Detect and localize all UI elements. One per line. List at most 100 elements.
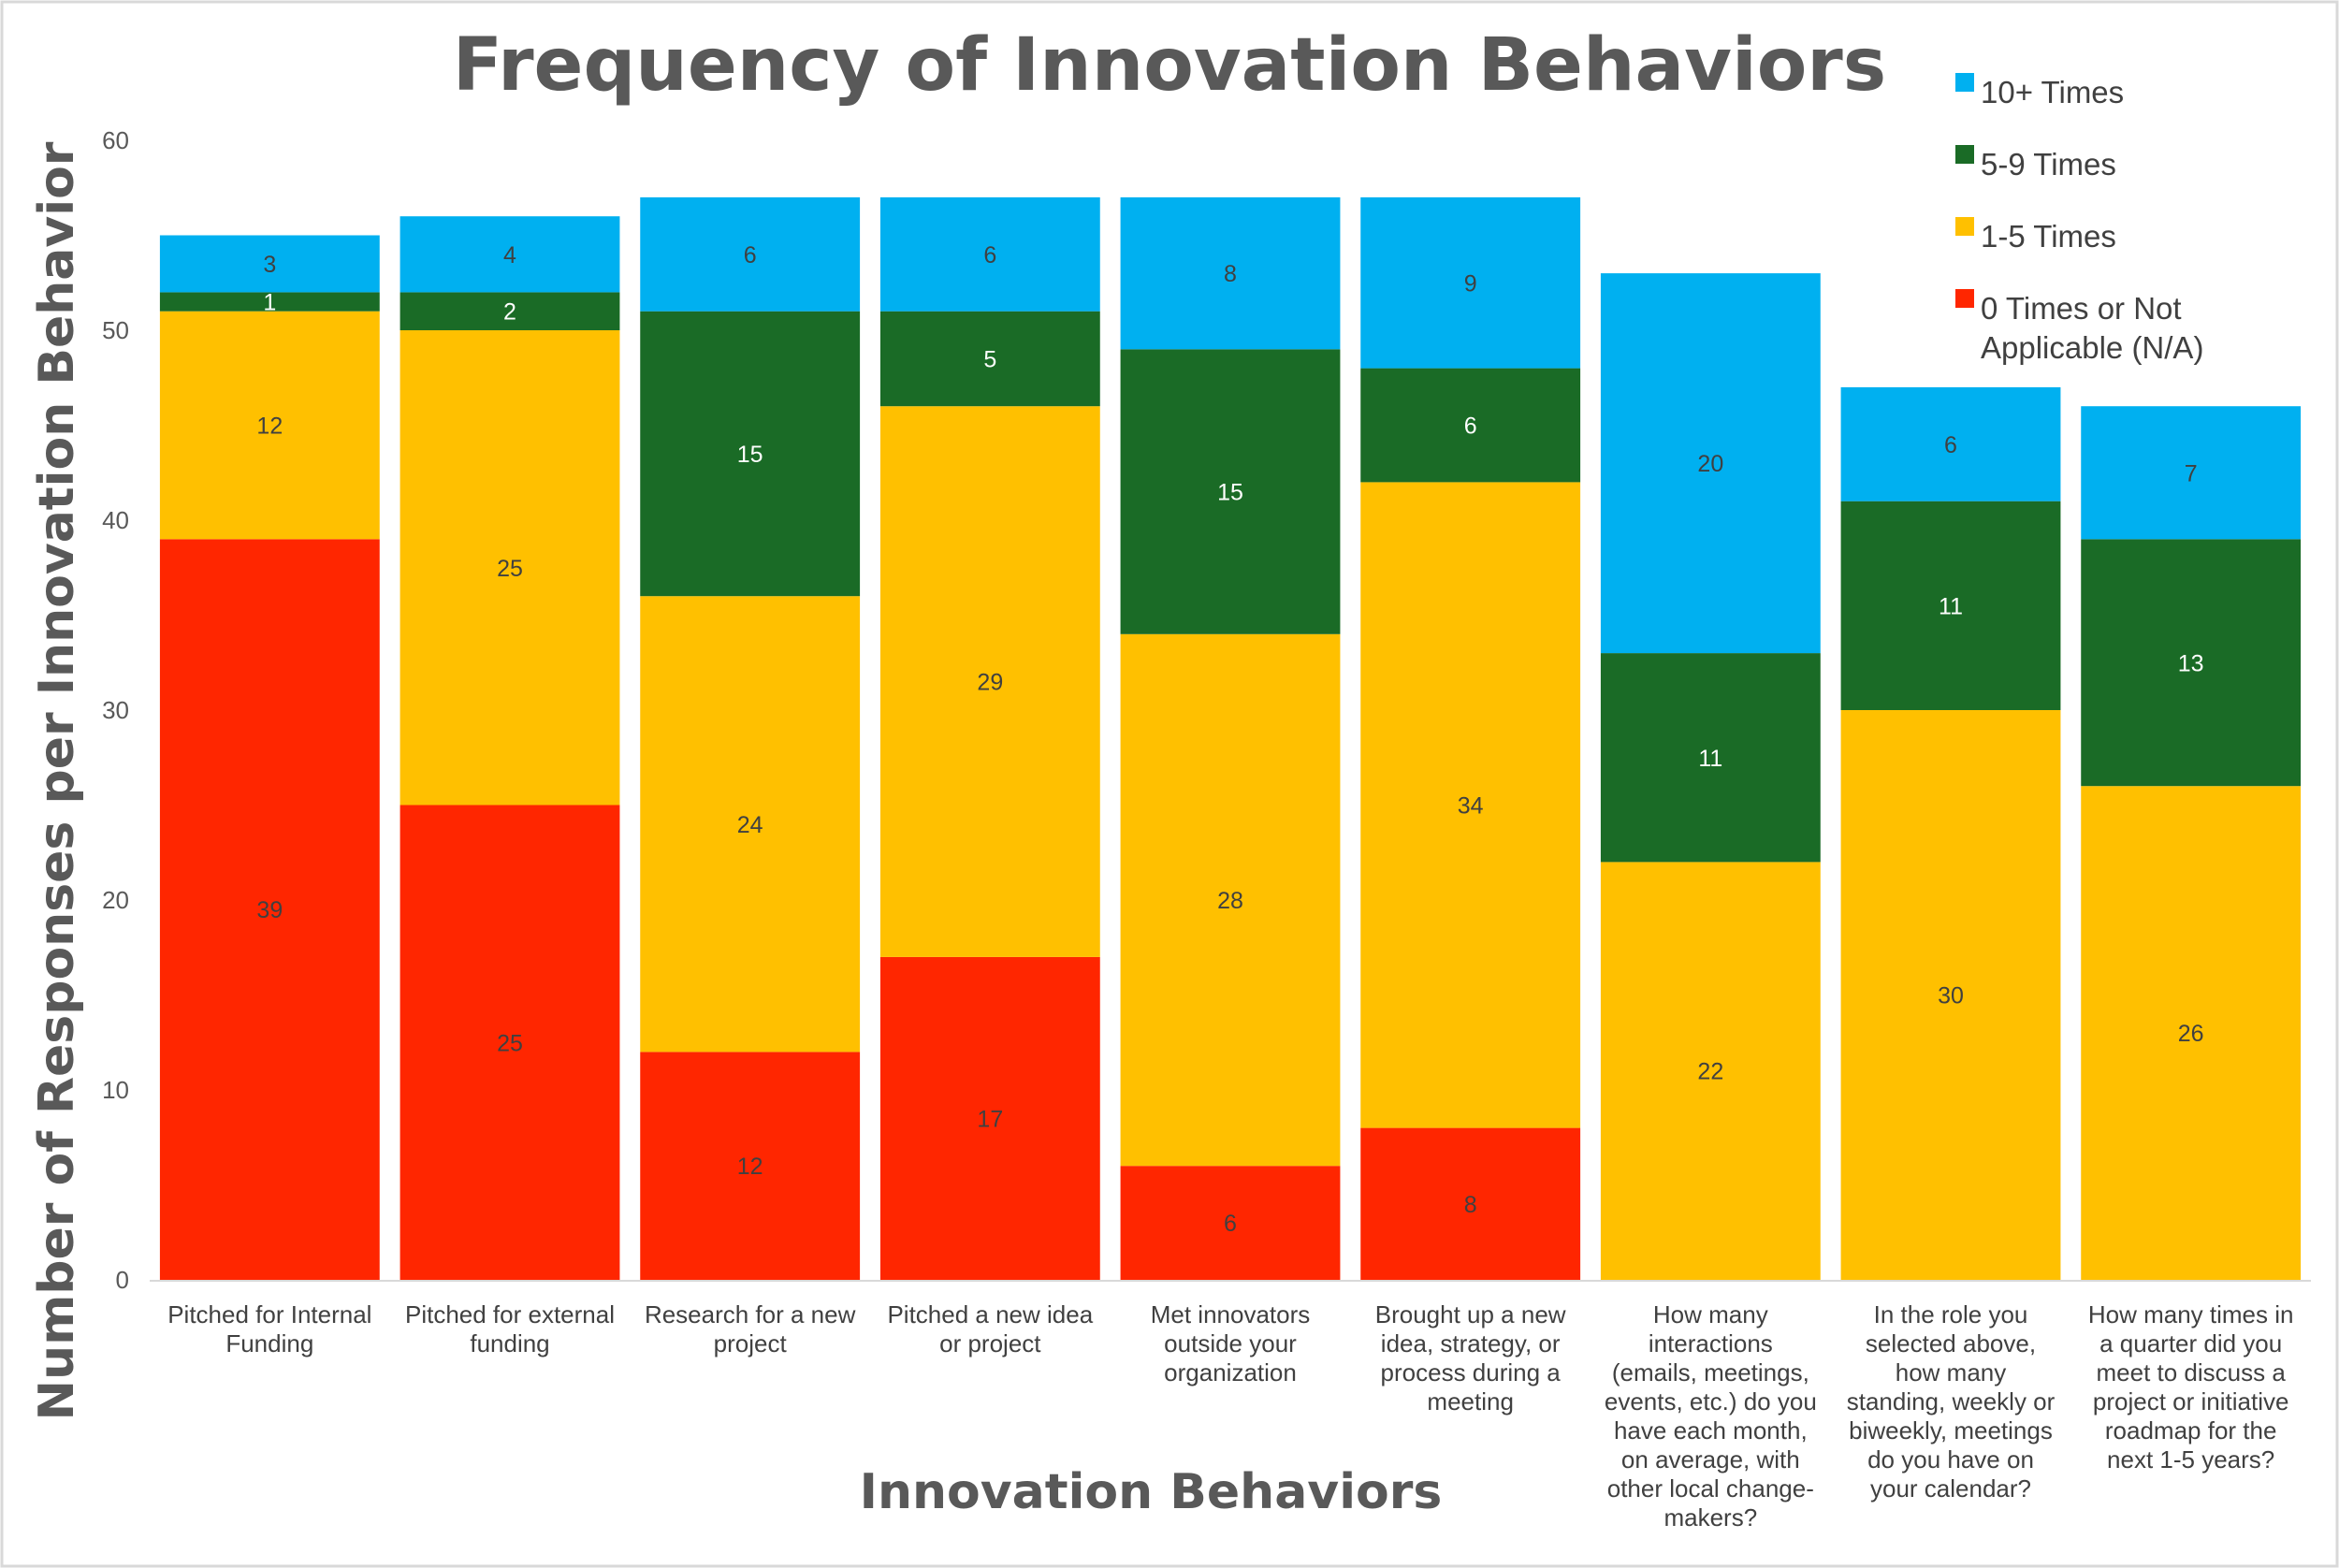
category-label-line: organization: [1164, 1358, 1297, 1387]
legend-label: 10+ Times: [1981, 75, 2124, 109]
category-label-line: other local change-: [1607, 1474, 1814, 1503]
y-axis-title: Number of Responses per Innovation Behav…: [29, 141, 85, 1420]
category-label-line: do you have on: [1867, 1445, 2034, 1474]
data-label: 25: [497, 556, 523, 582]
y-tick-label: 50: [102, 316, 129, 344]
data-label: 12: [737, 1154, 763, 1180]
category-label-line: standing, weekly or: [1847, 1387, 2056, 1416]
data-label: 8: [1464, 1192, 1477, 1218]
data-label: 15: [1217, 480, 1243, 506]
y-tick-label: 0: [116, 1266, 129, 1294]
data-label: 13: [2178, 650, 2204, 676]
category-label-line: Research for a new: [645, 1300, 856, 1328]
bar-segment: [1600, 273, 1821, 654]
category-label-line: funding: [470, 1329, 549, 1357]
bar-segment: [1120, 633, 1341, 1167]
category-label-line: events, etc.) do you: [1605, 1387, 1817, 1416]
bar-stack: 22 11 20: [1600, 273, 1821, 1280]
y-tick-label: 20: [102, 886, 129, 914]
legend-swatch: [1955, 217, 1974, 236]
category-label-line: How many times in: [2088, 1300, 2294, 1328]
bar-stack: 12 24 15 6: [640, 196, 861, 1280]
data-label: 26: [2178, 1021, 2204, 1047]
data-label: 6: [983, 242, 996, 269]
category-label-line: Pitched for Internal: [167, 1300, 371, 1328]
y-tick-label: 30: [102, 696, 129, 724]
data-label: 6: [1944, 432, 1957, 458]
bar-segment: [400, 330, 620, 806]
data-label: 4: [503, 242, 516, 269]
legend-swatch: [1955, 289, 1974, 308]
bar-segment: [159, 235, 380, 293]
bar-segment: [879, 196, 1100, 312]
data-label: 34: [1458, 793, 1484, 820]
y-tick-label: 60: [102, 126, 129, 154]
legend-swatch: [1955, 73, 1974, 92]
bar-segment: [400, 216, 620, 293]
chart-title: Frequency of Innovation Behaviors: [453, 23, 1886, 108]
category-label-line: How many: [1653, 1300, 1768, 1328]
y-tick-label: 10: [102, 1076, 129, 1104]
data-label: 7: [2185, 460, 2198, 486]
bar-segment: [1600, 653, 1821, 863]
data-label: 15: [737, 442, 763, 468]
bar-segment: [2081, 539, 2302, 787]
data-label: 6: [1464, 414, 1477, 440]
legend-label: Applicable (N/A): [1981, 330, 2203, 365]
data-label: 5: [983, 346, 996, 372]
category-label-line: selected above,: [1866, 1329, 2036, 1357]
data-label: 6: [744, 242, 757, 269]
data-label: 25: [497, 1030, 523, 1056]
legend-label: 5-9 Times: [1981, 147, 2116, 181]
bar-segment: [640, 196, 861, 312]
data-label: 20: [1697, 451, 1723, 477]
legend: 10+ Times 5-9 Times 1-5 Times 0 Times or No…: [1955, 73, 2203, 365]
bar-stack: 39 12 1 3: [159, 235, 380, 1280]
category-label-line: makers?: [1663, 1503, 1757, 1532]
category-label-line: (emails, meetings,: [1612, 1358, 1809, 1387]
bar-segment: [400, 292, 620, 330]
bar-segment: [400, 805, 620, 1280]
data-label: 11: [1939, 593, 1963, 619]
data-label: 11: [1698, 746, 1722, 772]
category-label-line: meeting: [1427, 1387, 1514, 1416]
data-label: 22: [1697, 1059, 1723, 1085]
bar-segment: [1840, 710, 2061, 1280]
bar-segment: [1840, 386, 2061, 501]
bar-segment: [1120, 196, 1341, 350]
bar-segment: [159, 539, 380, 1280]
category-label-line: outside your: [1164, 1329, 1297, 1357]
legend-item: 5-9 Times: [1955, 145, 2116, 181]
data-label: 17: [977, 1106, 1003, 1132]
bar-segment: [1120, 349, 1341, 634]
category-label-line: idea, strategy, or: [1381, 1329, 1561, 1357]
bar-segment: [879, 956, 1100, 1280]
bar-segment: [159, 292, 380, 312]
category-label-line: a quarter did you: [2099, 1329, 2282, 1357]
bar-segment: [1840, 501, 2061, 710]
data-label: 24: [737, 812, 763, 838]
legend-swatch: [1955, 145, 1974, 164]
data-label: 1: [263, 290, 276, 316]
category-label-line: biweekly, meetings: [1849, 1416, 2053, 1445]
x-axis-title: Innovation Behaviors: [860, 1464, 1443, 1520]
bar-segment: [1600, 862, 1821, 1280]
data-label: 8: [1224, 261, 1237, 287]
data-label: 12: [256, 414, 283, 440]
bar-segment: [1120, 1166, 1341, 1280]
category-label-line: In the role you: [1874, 1300, 2028, 1328]
bar-segment: [2081, 406, 2302, 540]
category-label-line: roadmap for the: [2105, 1416, 2277, 1445]
category-label-line: project: [714, 1329, 788, 1357]
data-label: 6: [1224, 1211, 1237, 1237]
bar-segment: [1360, 368, 1581, 483]
